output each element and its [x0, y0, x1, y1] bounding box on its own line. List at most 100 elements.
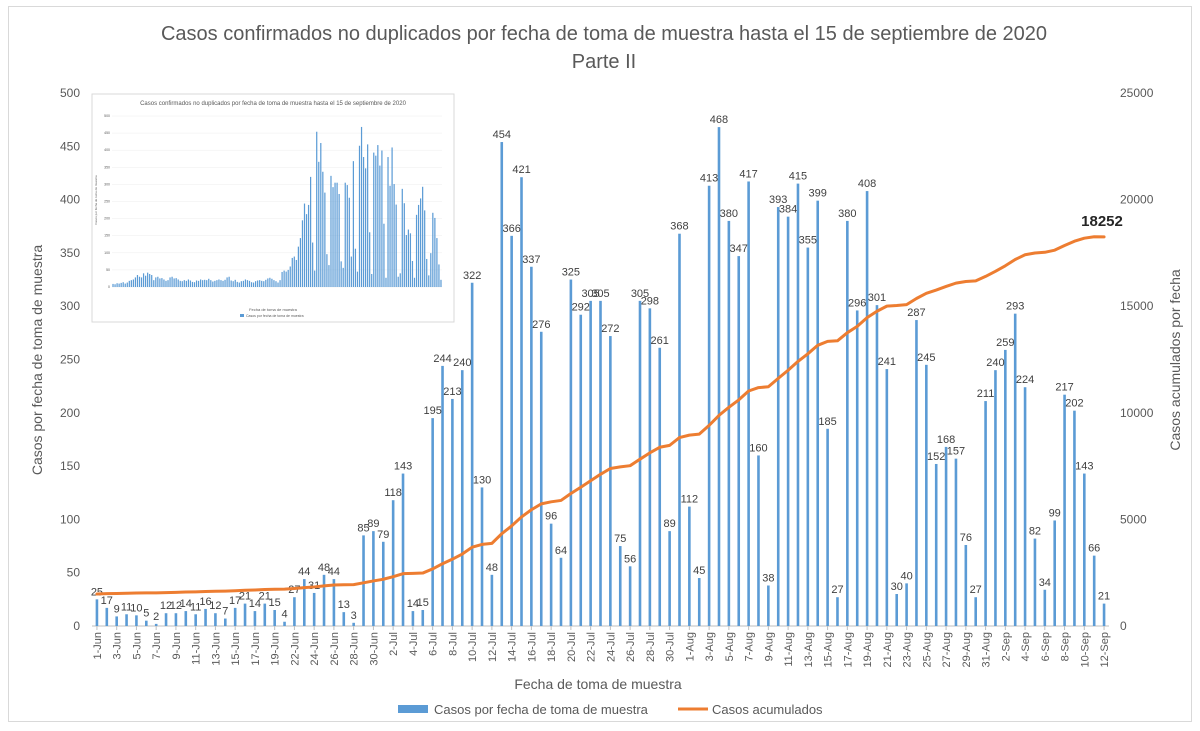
bar [539, 331, 543, 626]
inset-bar [271, 278, 273, 287]
bar-value-label: 366 [502, 223, 520, 235]
inset-bar [305, 214, 308, 287]
inset-bar [338, 193, 340, 287]
inset-bar [177, 279, 179, 287]
inset-chart: Casos confirmados no duplicados por fech… [91, 93, 455, 323]
inset-bar [434, 217, 436, 287]
bar-value-label: 143 [1075, 461, 1093, 473]
inset-bar [157, 276, 159, 287]
bar [480, 487, 484, 626]
bar [895, 594, 899, 626]
bar-value-label: 185 [818, 416, 836, 428]
inset-bar [322, 171, 324, 287]
bar-value-label: 14 [249, 598, 261, 610]
bar-value-label: 355 [799, 235, 817, 247]
bar [154, 623, 158, 626]
inset-bar [118, 283, 120, 287]
bar [915, 320, 918, 626]
bar-value-label: 40 [900, 570, 912, 582]
bar [618, 546, 622, 626]
bar-value-label: 287 [907, 307, 925, 319]
inset-bar [356, 271, 359, 287]
inset-bar [242, 280, 244, 287]
bar [786, 216, 790, 626]
bar [934, 463, 938, 626]
inset-y-tick: 350 [104, 165, 110, 169]
inset-bar [352, 161, 354, 287]
x-axis-ticks: 1-Jun 3-Jun 5-Jun 7-Jun 9-Jun 11-Jun 13-Jun 15-… [92, 626, 1111, 667]
inset-bar [310, 176, 312, 287]
bar [549, 523, 553, 626]
y2-tick-label: 15000 [1120, 299, 1154, 313]
inset-bar [140, 277, 143, 287]
inset-bar [403, 203, 405, 287]
x-tick-label: 8-Jul [447, 632, 459, 656]
inset-bar [326, 254, 328, 287]
bar-value-label: 15 [269, 597, 281, 609]
bar-value-label: 9 [114, 603, 120, 615]
inset-bar [263, 281, 265, 287]
x-tick-label: 18-Jul [546, 632, 558, 662]
inset-bar [232, 281, 234, 287]
inset-bar [277, 282, 279, 287]
inset-y-tick: 200 [104, 217, 110, 221]
inset-bar [202, 280, 204, 287]
inset-bar [149, 274, 151, 287]
bar [441, 365, 444, 626]
bar-value-label: 168 [937, 434, 955, 446]
y-tick-label: 250 [60, 353, 80, 367]
bar-value-label: 5 [143, 608, 149, 620]
inset-bar [320, 143, 322, 287]
bar [214, 613, 217, 626]
x-tick-label: 6-Sep [1040, 632, 1052, 661]
inset-bar [318, 161, 320, 287]
bar [865, 191, 869, 626]
x-tick-label: 28-Jul [645, 632, 657, 662]
inset-bar [165, 280, 167, 287]
bar-value-label: 241 [878, 356, 896, 368]
y2-tick-label: 20000 [1120, 193, 1154, 207]
bar [352, 622, 355, 626]
inset-y-tick: 250 [104, 200, 110, 204]
bar-value-label: 56 [624, 553, 636, 565]
bar [925, 364, 928, 626]
bar [451, 398, 454, 626]
bar [984, 401, 987, 626]
inset-bar [155, 277, 157, 287]
x-tick-label: 23-Aug [902, 632, 914, 667]
x-axis-title: Fecha de toma de muestra [514, 676, 682, 692]
bar-value-label: 259 [996, 337, 1014, 349]
inset-y-tick: 100 [104, 251, 110, 255]
x-tick-label: 19-Jun [270, 632, 282, 666]
inset-bar [252, 282, 255, 287]
legend-swatch-bars [398, 705, 428, 713]
x-tick-label: 10-Jul [467, 632, 479, 662]
bar-value-label: 44 [298, 566, 310, 578]
bar-value-label: 305 [581, 288, 599, 300]
inset-bar [360, 126, 363, 287]
x-tick-label: 4-Sep [1020, 632, 1032, 661]
inset-bar [389, 185, 391, 287]
bar [1053, 520, 1056, 626]
bar [964, 544, 968, 626]
bar-value-label: 417 [739, 168, 757, 180]
bar-value-label: 48 [318, 562, 330, 574]
bar [1073, 410, 1076, 626]
inset-bar [238, 282, 240, 287]
bar-value-label: 2 [153, 611, 159, 623]
inset-bars [112, 126, 442, 287]
inset-bar [314, 270, 316, 287]
inset-bar [375, 155, 377, 287]
inset-bar [114, 284, 116, 287]
bar [628, 566, 632, 626]
bar-value-label: 21 [239, 591, 251, 603]
inset-bar [208, 278, 210, 287]
x-tick-label: 29-Aug [961, 632, 973, 667]
inset-bar [132, 279, 134, 287]
bar [460, 370, 464, 626]
bar [569, 279, 573, 626]
bar-value-label: 12 [170, 600, 182, 612]
bar [125, 614, 128, 626]
inset-bar [136, 275, 139, 287]
inset-bar [336, 182, 338, 287]
